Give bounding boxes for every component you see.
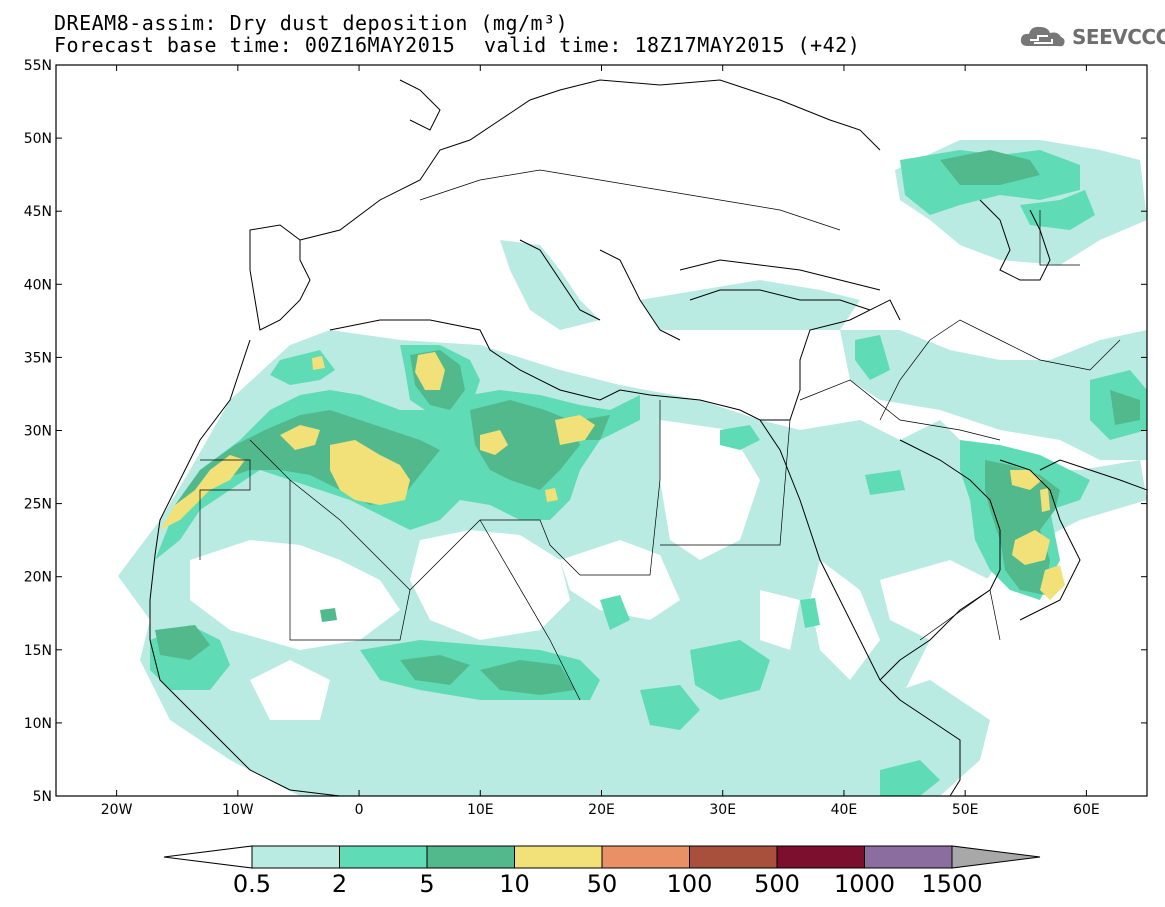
map-title: DREAM8-assim: Dry dust deposition (mg/m³… bbox=[54, 11, 569, 35]
red-sea-coast bbox=[759, 419, 961, 796]
colorbar-level-label: 5 bbox=[419, 870, 434, 898]
colorbar-under-triangle bbox=[163, 845, 253, 869]
border-yemen bbox=[919, 589, 1001, 641]
lon-tick-label: 40E bbox=[831, 802, 858, 818]
colorbar-swatch bbox=[426, 845, 515, 869]
colorbar-level-label: 10 bbox=[499, 870, 530, 898]
colorbar-level-label: 2 bbox=[332, 870, 347, 898]
shade-5-to-10 bbox=[155, 150, 1140, 695]
colorbar-level-label: 1000 bbox=[834, 870, 895, 898]
lat-tick-label: 40N bbox=[24, 277, 52, 293]
colorbar: 0.5 2 5 10 50 100 500 1000 1500 bbox=[163, 845, 1041, 898]
arabia-coast bbox=[879, 439, 1001, 681]
europe-coast bbox=[299, 79, 881, 241]
border-mauritania bbox=[199, 459, 251, 560]
valid-time: valid time: 18Z17MAY2015 (+42) bbox=[484, 33, 861, 57]
shading-layer bbox=[118, 140, 1147, 796]
oman-coast bbox=[999, 459, 1081, 621]
colorbar-swatch bbox=[339, 845, 428, 869]
lon-tick-label: 20W bbox=[101, 802, 133, 818]
border-egypt-sudan bbox=[660, 419, 791, 546]
lat-tick-label: 15N bbox=[24, 643, 52, 659]
lat-tick-label: 55N bbox=[24, 58, 52, 74]
britain-coast bbox=[399, 79, 441, 131]
anatolia-coast bbox=[689, 289, 871, 311]
lon-tick-label: 20E bbox=[588, 802, 615, 818]
seevccc-logo: SEEVCCC bbox=[1018, 22, 1165, 52]
longitude-axis: 20W 10W 0 10E 20E 30E 40E 50E 60E bbox=[101, 65, 1100, 818]
border-europe bbox=[419, 169, 841, 231]
north-africa-coast bbox=[329, 319, 790, 421]
lat-tick-label: 30N bbox=[24, 424, 52, 440]
lat-tick-label: 20N bbox=[24, 570, 52, 586]
border-iraq-iran bbox=[879, 319, 1121, 421]
lon-tick-label: 30E bbox=[709, 802, 736, 818]
caspian-coast bbox=[979, 199, 1051, 281]
forecast-base-time: Forecast base time: 00Z16MAY2015 bbox=[54, 33, 456, 57]
iberia-coast bbox=[249, 224, 311, 331]
black-sea-coast bbox=[679, 259, 881, 291]
colorbar-swatch bbox=[776, 845, 865, 869]
iran-south-coast bbox=[1039, 459, 1147, 491]
border-central-asia bbox=[1039, 210, 1080, 266]
lat-tick-label: 45N bbox=[24, 204, 52, 220]
colorbar-level-label: 50 bbox=[587, 870, 618, 898]
lat-tick-label: 10N bbox=[24, 716, 52, 732]
low-deposition-areas bbox=[190, 420, 990, 720]
colorbar-swatch bbox=[251, 845, 340, 869]
lat-tick-label: 35N bbox=[24, 350, 52, 366]
colorbar-over-triangle bbox=[951, 845, 1041, 869]
lat-tick-label: 50N bbox=[24, 131, 52, 147]
italy-coast bbox=[519, 239, 601, 321]
shade-10-to-50 bbox=[160, 352, 1065, 600]
greece-coast bbox=[599, 249, 681, 341]
colorbar-level-label: 100 bbox=[667, 870, 713, 898]
colorbar-swatch bbox=[689, 845, 778, 869]
logo-text: SEEVCCC bbox=[1072, 25, 1165, 49]
lon-tick-label: 10E bbox=[467, 802, 494, 818]
lat-tick-label: 25N bbox=[24, 497, 52, 513]
coastlines bbox=[149, 79, 1147, 796]
lat-tick-label: 5N bbox=[33, 789, 52, 805]
colorbar-swatch bbox=[601, 845, 690, 869]
border-niger-chad bbox=[479, 519, 581, 701]
border-saudi bbox=[799, 379, 1001, 441]
country-borders bbox=[199, 169, 1121, 701]
border-mali bbox=[289, 480, 411, 641]
lon-tick-label: 50E bbox=[952, 802, 979, 818]
cloud-icon bbox=[1020, 26, 1065, 47]
lon-tick-label: 60E bbox=[1073, 802, 1100, 818]
colorbar-swatch bbox=[864, 845, 953, 869]
lon-tick-label: 0 bbox=[355, 802, 364, 818]
colorbar-level-label: 0.5 bbox=[233, 870, 271, 898]
colorbar-swatch bbox=[514, 845, 603, 869]
colorbar-level-label: 1500 bbox=[921, 870, 982, 898]
lon-tick-label: 10W bbox=[222, 802, 254, 818]
levant-coast bbox=[789, 299, 901, 421]
border-north-africa bbox=[249, 400, 661, 591]
latitude-axis: 55N 50N 45N 40N 35N 30N 25N 20N 15N 10N 5N bbox=[24, 58, 1147, 805]
west-africa-coast bbox=[149, 339, 341, 796]
colorbar-level-label: 500 bbox=[754, 870, 800, 898]
